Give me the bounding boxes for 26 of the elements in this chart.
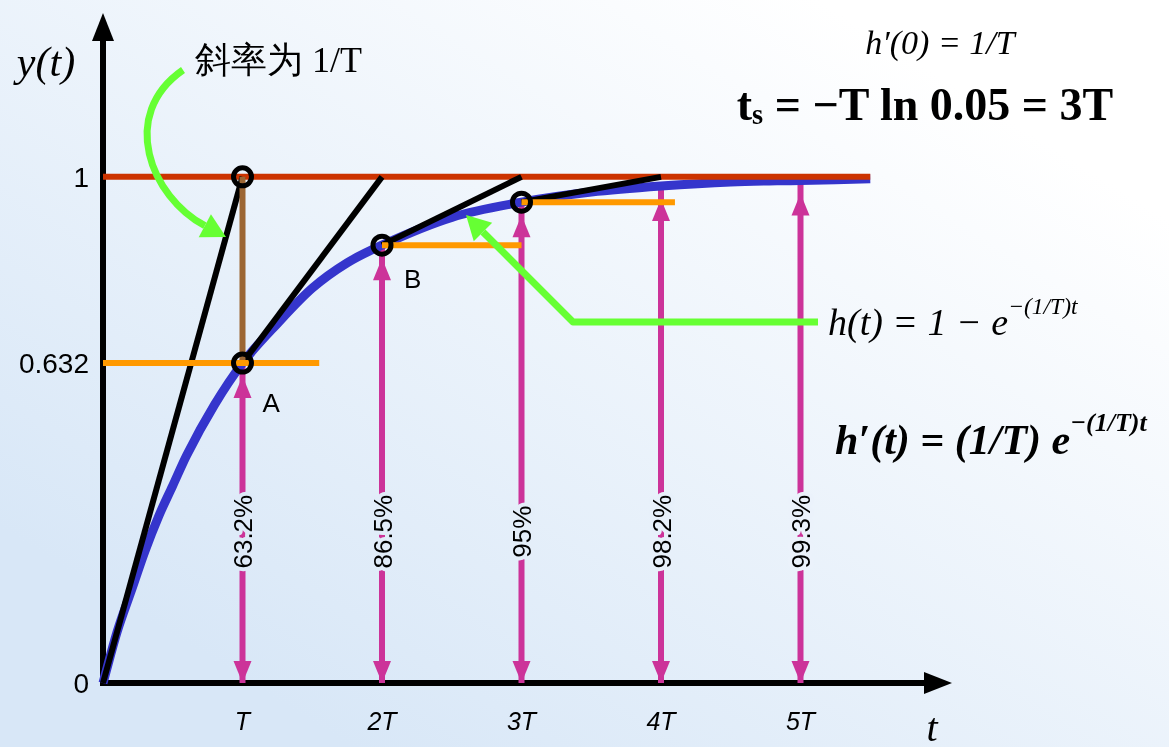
annotation: 斜率为 1/T [195,40,362,80]
y-tick-label: 1 [73,161,89,193]
data-label: 86.5% [368,494,398,569]
data-label: 95% [507,505,538,558]
x-tick-label: T [234,707,252,735]
point [370,233,394,257]
point [510,190,533,214]
point [231,351,254,375]
y-axis-title: y(t) [12,39,76,86]
x-tick-label: 2T [366,707,399,735]
data-label: 99.3% [786,494,817,569]
y-tick-label: 0 [73,667,89,699]
annotation: A [262,388,281,419]
x-tick-label: 5T [785,707,817,735]
x-tick-label: 3T [506,707,538,735]
annotation: t$_{s}$ = −T ln 0.05 = 3T [736,78,1114,130]
annotation: h(t) = 1 − e$^{−(1/T)t}$ [828,293,1080,344]
point [231,165,254,189]
data-label: 63.2% [228,494,259,569]
x-axis-title: t [926,704,939,747]
y-tick-label: 0.632 [18,347,89,379]
annotation: B [404,264,422,295]
data-label: 98.2% [647,494,677,569]
x-tick-label: 4T [646,707,678,735]
annotation: h′(0) = 1/T [865,23,1017,62]
annotation: h′(t) = (1/T) e$^{−(1/T)t}$ [835,407,1148,464]
